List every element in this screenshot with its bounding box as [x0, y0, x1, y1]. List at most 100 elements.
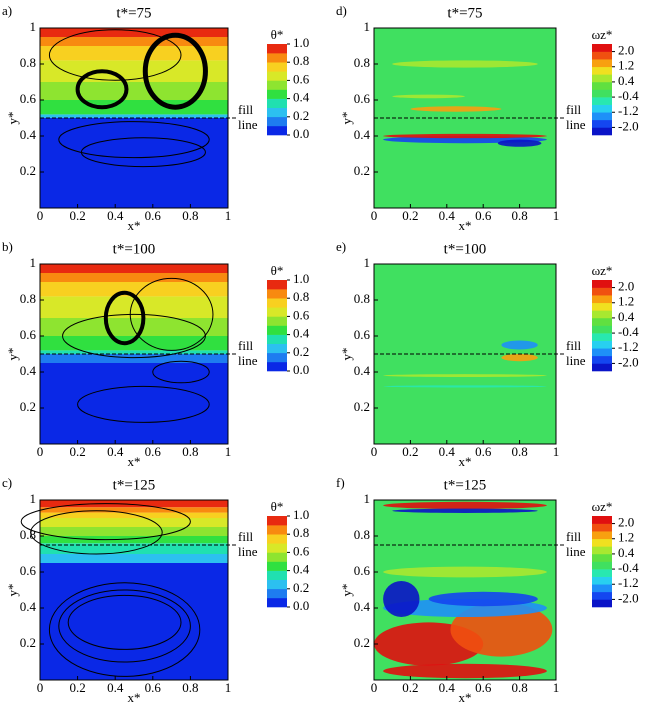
colorbar-swatch	[592, 302, 612, 311]
colorbar-swatch	[267, 62, 287, 72]
y-tick-label: 1	[30, 255, 37, 270]
colorbar-tick-label: 0.4	[618, 545, 635, 560]
x-tick-label: 0.4	[439, 208, 456, 223]
x-tick-label: 0.8	[511, 680, 527, 695]
field-band	[40, 336, 228, 351]
x-tick-label: 0.6	[475, 444, 492, 459]
x-axis-label: x*	[459, 218, 472, 233]
colorbar-swatch	[592, 317, 612, 326]
colorbar-label: θ*	[271, 27, 284, 42]
colorbar-swatch	[592, 516, 612, 524]
colorbar-tick-label: 0.2	[293, 344, 309, 359]
streamline	[20, 503, 191, 541]
colorbar-tick-label: 0.2	[293, 108, 309, 123]
y-axis-label: y*	[339, 112, 354, 125]
colorbar-swatch	[592, 553, 612, 562]
colorbar-tick-label: 2.0	[618, 515, 634, 530]
x-tick-label: 1	[553, 208, 560, 223]
colorbar-swatch	[267, 334, 287, 344]
x-tick-label: 0.6	[145, 208, 162, 223]
field-band	[40, 282, 228, 297]
colorbar-swatch	[267, 534, 287, 544]
colorbar-tick-label: 0.8	[293, 525, 309, 540]
colorbar-swatch	[592, 363, 612, 372]
streamline	[142, 32, 208, 110]
field-band	[40, 350, 228, 354]
x-axis-label: x*	[128, 218, 141, 233]
colorbar-swatch	[592, 127, 612, 136]
y-tick-label: 0.8	[354, 55, 370, 70]
colorbar-tick-label: 0.0	[293, 598, 309, 613]
colorbar-tick-label: -0.4	[618, 88, 639, 103]
y-tick-label: 0.2	[354, 399, 370, 414]
y-tick-label: 1	[364, 491, 371, 506]
chart-title: t*=100	[113, 241, 156, 257]
x-axis-label: x*	[128, 690, 141, 705]
colorbar-swatch	[267, 352, 287, 363]
x-tick-label: 0	[371, 444, 378, 459]
colorbar-swatch	[267, 289, 287, 299]
y-tick-label: 0.8	[20, 291, 36, 306]
colorbar-swatch	[592, 538, 612, 547]
field-band	[40, 527, 228, 536]
x-axis-label: x*	[128, 454, 141, 469]
streamline	[75, 69, 129, 110]
y-tick-label: 0.2	[354, 163, 370, 178]
x-tick-label: 0.2	[69, 680, 85, 695]
streamline	[67, 594, 182, 650]
colorbar-swatch	[267, 116, 287, 127]
colorbar-swatch	[267, 71, 287, 81]
chart-title: t*=125	[113, 477, 156, 493]
colorbar-tick-label: 1.2	[618, 58, 634, 73]
chart-title: t*=125	[444, 477, 487, 493]
colorbar-tick-label: 0.4	[293, 90, 310, 105]
colorbar-tick-label: 0.4	[293, 562, 310, 577]
x-tick-label: 0.8	[182, 680, 198, 695]
y-tick-label: 0.4	[20, 599, 37, 614]
y-tick-label: 0.6	[354, 91, 371, 106]
vorticity-patch	[392, 60, 538, 68]
panel-label: a)	[2, 3, 12, 18]
colorbar-tick-label: 0.4	[618, 73, 635, 88]
x-tick-label: 1	[225, 208, 232, 223]
x-tick-label: 0.4	[439, 444, 456, 459]
vorticity-patch	[383, 501, 547, 509]
vorticity-patch	[428, 591, 538, 607]
x-tick-label: 0.4	[107, 680, 124, 695]
colorbar-swatch	[267, 552, 287, 562]
colorbar-swatch	[592, 523, 612, 532]
colorbar-swatch	[267, 280, 287, 290]
colorbar-swatch	[592, 355, 612, 364]
colorbar-swatch	[592, 599, 612, 608]
colorbar-swatch	[592, 280, 612, 288]
colorbar-tick-label: 0.2	[293, 580, 309, 595]
panel-label: c)	[2, 475, 12, 490]
field-band	[40, 28, 228, 37]
annotation: line	[238, 117, 258, 132]
y-axis-label: y*	[5, 112, 20, 125]
y-tick-label: 0.6	[20, 563, 37, 578]
annotation: line	[566, 353, 586, 368]
x-tick-label: 1	[553, 680, 560, 695]
field-band	[40, 82, 228, 100]
vorticity-patch	[410, 106, 502, 112]
field-band	[40, 114, 228, 118]
colorbar-swatch	[267, 543, 287, 553]
streamline	[152, 360, 210, 384]
colorbar-swatch	[267, 44, 287, 54]
y-tick-label: 0.2	[354, 635, 370, 650]
colorbar-tick-label: 0.8	[293, 53, 309, 68]
x-tick-label: 0.8	[182, 444, 198, 459]
y-tick-label: 1	[364, 19, 371, 34]
x-tick-label: 0.8	[511, 444, 527, 459]
panel-label: d)	[336, 3, 347, 18]
x-tick-label: 0.2	[402, 680, 418, 695]
annotation: fill	[566, 102, 582, 117]
y-tick-label: 0.2	[20, 399, 36, 414]
colorbar-tick-label: -1.2	[618, 103, 639, 118]
colorbar-swatch	[592, 81, 612, 90]
colorbar-tick-label: -1.2	[618, 575, 639, 590]
y-tick-label: 0.4	[354, 363, 371, 378]
field-band	[40, 507, 228, 513]
